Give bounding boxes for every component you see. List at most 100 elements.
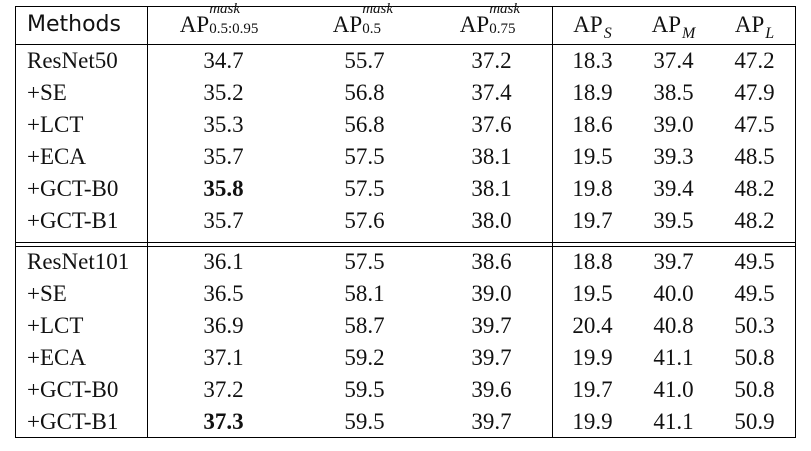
ap50-mask-value: 55.7 [344,48,385,73]
ap75-mask-value: 38.1 [471,144,512,169]
ap-large-value: 48.5 [734,144,775,169]
ap-small-value: 20.4 [572,313,613,338]
ap50-mask-value: 56.8 [344,80,385,105]
table-row: +GCT-B1 37.3 59.5 39.7 19.9 41.1 50.9 [15,406,796,438]
ap-large-value: 50.9 [734,409,775,434]
header-ap-mask-0.5-0.95: AP mask 0.5:0.95 [179,1,259,38]
table-row: ResNet101 36.1 57.5 38.6 18.8 39.7 49.5 [15,246,796,278]
ap-mask-value: 34.7 [203,48,244,73]
method-name: +SE [27,80,67,105]
ap-small-value: 19.7 [572,208,613,233]
group-divider-top [15,242,796,243]
ap-mask-value: 37.2 [203,377,244,402]
ap-large-value: 48.2 [734,176,775,201]
header-ap-mask-0.5: AP mask 0.5 [332,1,394,38]
table-border-bottom [15,437,796,438]
ap75-mask-value: 37.6 [471,112,512,137]
ap-medium-value: 37.4 [653,48,694,73]
method-name: +ECA [27,345,86,370]
method-name: +GCT-B1 [27,409,119,434]
column-divider-size [552,6,553,438]
ap75-mask-value: 37.4 [471,80,512,105]
ap50-mask-value: 57.5 [344,144,385,169]
method-name: +GCT-B1 [27,208,119,233]
ap-medium-value: 39.7 [653,249,694,274]
header-ap-small: APS [573,12,612,42]
ap-medium-value: 39.0 [653,112,694,137]
ap-small-value: 19.5 [572,281,613,306]
ap50-mask-value: 57.6 [344,208,385,233]
ap-large-value: 50.8 [734,377,775,402]
column-divider-methods [147,6,148,438]
ap50-mask-value: 59.5 [344,377,385,402]
ap-mask-value: 36.1 [203,249,244,274]
ap-small-value: 18.3 [572,48,613,73]
ap-mask-value: 35.7 [203,144,244,169]
ap-medium-value: 40.0 [653,281,694,306]
ap50-mask-value: 57.5 [344,176,385,201]
ap75-mask-value: 39.7 [471,313,512,338]
table-row: +SE 35.2 56.8 37.4 18.9 38.5 47.9 [15,77,796,109]
results-table: Methods AP mask 0.5:0.95 AP mask 0.5 AP mask 0… [15,1,796,438]
ap-large-value: 47.2 [734,48,775,73]
header-row: Methods AP mask 0.5:0.95 AP mask 0.5 AP mask 0… [15,1,796,43]
ap50-mask-value: 59.2 [344,345,385,370]
ap75-mask-value: 39.0 [471,281,512,306]
table-row: ResNet50 34.7 55.7 37.2 18.3 37.4 47.2 [15,45,796,77]
ap-medium-value: 41.0 [653,377,694,402]
ap-small-value: 18.8 [572,249,613,274]
ap-small-value: 19.7 [572,377,613,402]
ap-small-value: 19.9 [572,345,613,370]
ap50-mask-value: 59.5 [344,409,385,434]
header-divider [15,44,796,45]
ap-large-value: 50.3 [734,313,775,338]
ap75-mask-value: 38.1 [471,176,512,201]
method-name: ResNet50 [27,48,118,73]
ap-large-value: 47.5 [734,112,775,137]
table-row: +GCT-B0 37.2 59.5 39.6 19.7 41.0 50.8 [15,374,796,406]
ap-medium-value: 40.8 [653,313,694,338]
ap-mask-value: 36.9 [203,313,244,338]
ap-medium-value: 39.5 [653,208,694,233]
ap-medium-value: 39.3 [653,144,694,169]
ap-small-value: 18.9 [572,80,613,105]
ap-mask-value-best: 37.3 [203,409,244,434]
ap-large-value: 49.5 [734,281,775,306]
ap75-mask-value: 39.7 [471,409,512,434]
ap-medium-value: 39.4 [653,176,694,201]
ap-mask-value: 35.2 [203,80,244,105]
ap-large-value: 48.2 [734,208,775,233]
method-name: +LCT [27,112,84,137]
table-border-left [15,6,16,438]
ap-mask-value: 35.7 [203,208,244,233]
header-ap-mask-0.75: AP mask 0.75 [459,1,521,38]
table-border-top [15,6,796,7]
table-row: +ECA 35.7 57.5 38.1 19.5 39.3 48.5 [15,141,796,173]
ap75-mask-value: 39.6 [471,377,512,402]
ap-medium-value: 41.1 [653,409,694,434]
table-row: +GCT-B0 35.8 57.5 38.1 19.8 39.4 48.2 [15,173,796,205]
table-row: +GCT-B1 35.7 57.6 38.0 19.7 39.5 48.2 [15,205,796,237]
method-name: +GCT-B0 [27,377,119,402]
ap75-mask-value: 38.0 [471,208,512,233]
ap50-mask-value: 58.1 [344,281,385,306]
ap-large-value: 50.8 [734,345,775,370]
table-row: +SE 36.5 58.1 39.0 19.5 40.0 49.5 [15,278,796,310]
method-name: +ECA [27,144,86,169]
ap-mask-value-best: 35.8 [203,176,244,201]
ap-mask-value: 37.1 [203,345,244,370]
ap-large-value: 49.5 [734,249,775,274]
ap50-mask-value: 56.8 [344,112,385,137]
ap-small-value: 19.8 [572,176,613,201]
header-ap-medium: APM [651,12,696,42]
method-name: +SE [27,281,67,306]
ap50-mask-value: 57.5 [344,249,385,274]
table-row: +LCT 35.3 56.8 37.6 18.6 39.0 47.5 [15,109,796,141]
table-border-right [795,6,796,438]
ap-mask-value: 36.5 [203,281,244,306]
header-ap-large: APL [734,12,775,42]
method-name: +LCT [27,313,84,338]
table-row: +ECA 37.1 59.2 39.7 19.9 41.1 50.8 [15,342,796,374]
ap-small-value: 18.6 [572,112,613,137]
method-name: +GCT-B0 [27,176,119,201]
